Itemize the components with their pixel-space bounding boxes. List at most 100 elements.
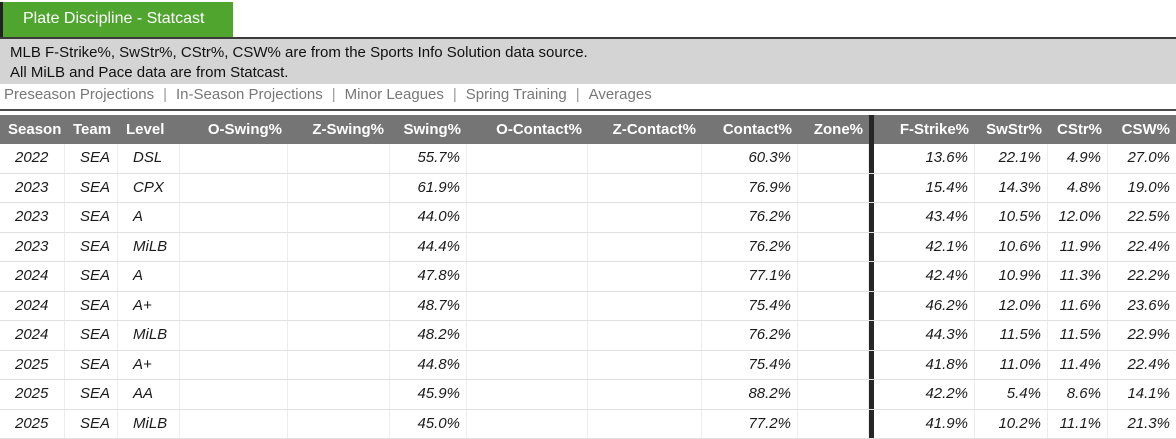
cell-contact: 76.2%: [702, 203, 798, 232]
cell-swstr: 14.3%: [975, 173, 1048, 202]
column-header-level[interactable]: Level: [126, 121, 165, 138]
column-header-o-swing[interactable]: O-Swing%: [207, 121, 282, 138]
cell-z-contact: [588, 232, 702, 261]
column-header-csw[interactable]: CSW%: [1121, 121, 1170, 138]
section-divider: [869, 115, 874, 144]
cell-season: 2023: [0, 203, 65, 232]
cell-swstr: 11.5%: [975, 321, 1048, 350]
cell-season: 2025: [0, 350, 65, 379]
section-nav: Preseason Projections | In-Season Projecti…: [0, 84, 1176, 111]
cell-season: 2024: [0, 262, 65, 291]
column-header-z-contact[interactable]: Z-Contact%: [612, 121, 696, 138]
column-header-contact[interactable]: Contact%: [722, 121, 792, 138]
cell-swstr: 22.1%: [975, 144, 1048, 173]
cell-swing: 55.7%: [390, 144, 467, 173]
cell-o-contact: [467, 173, 588, 202]
table-row: 2023 SEA MiLB 44.4% 76.2% 42.1% 10.6% 11.9% 22.4…: [0, 232, 1176, 262]
table-body: 2022 SEA DSL 55.7% 60.3% 13.6% 22.1% 4.9% 27.0% 2…: [0, 144, 1176, 439]
cell-level: AA: [118, 380, 180, 409]
section-divider: [869, 321, 874, 350]
cell-contact: 77.2%: [702, 409, 798, 438]
cell-cstr: 11.4%: [1048, 350, 1108, 379]
cell-contact: 76.2%: [702, 232, 798, 261]
cell-level: MiLB: [118, 409, 180, 438]
cell-o-swing: [180, 380, 288, 409]
cell-z-swing: [288, 173, 390, 202]
cell-swing: 47.8%: [390, 262, 467, 291]
cell-zone: [798, 409, 869, 438]
nav-item-in-season-projections[interactable]: In-Season Projections: [176, 86, 323, 103]
column-header-cstr[interactable]: CStr%: [1056, 121, 1102, 138]
cell-o-swing: [180, 291, 288, 320]
cell-level: A+: [118, 291, 180, 320]
cell-level: A+: [118, 350, 180, 379]
cell-csw: 21.3%: [1127, 414, 1170, 432]
cell-swstr: 11.0%: [975, 350, 1048, 379]
section-divider: [869, 409, 874, 438]
table-row: 2025 SEA A+ 44.8% 75.4% 41.8% 11.0% 11.4% 22.4%: [0, 350, 1176, 380]
cell-csw: 22.4%: [1127, 355, 1170, 373]
column-header-swing[interactable]: Swing%: [403, 121, 461, 138]
cell-season: 2025: [0, 409, 65, 438]
cell-zone: [798, 291, 869, 320]
cell-csw: 22.4%: [1127, 237, 1170, 255]
cell-swstr: 5.4%: [975, 380, 1048, 409]
cell-team: SEA: [65, 232, 118, 261]
cell-season: 2023: [0, 173, 65, 202]
section-divider: [869, 291, 874, 320]
section-divider: [869, 232, 874, 261]
nav-item-preseason-projections[interactable]: Preseason Projections: [4, 86, 155, 103]
cell-swstr: 10.9%: [975, 262, 1048, 291]
cell-z-contact: [588, 321, 702, 350]
cell-cstr: 4.9%: [1048, 144, 1108, 173]
column-header-z-swing[interactable]: Z-Swing%: [312, 121, 384, 138]
cell-cstr: 11.3%: [1048, 262, 1108, 291]
cell-swing: 48.2%: [390, 321, 467, 350]
nav-item-minor-leagues[interactable]: Minor Leagues: [344, 86, 444, 103]
cell-cstr: 11.6%: [1048, 291, 1108, 320]
nav-separator: |: [163, 86, 167, 103]
cell-zone: [798, 203, 869, 232]
notice-line-1: MLB F-Strike%, SwStr%, CStr%, CSW% are f…: [10, 44, 588, 61]
cell-f-strike: 15.4%: [874, 173, 975, 202]
cell-f-strike: 43.4%: [874, 203, 975, 232]
cell-team: SEA: [65, 173, 118, 202]
cell-o-contact: [467, 262, 588, 291]
tab-plate-discipline-statcast[interactable]: Plate Discipline - Statcast: [0, 2, 233, 37]
cell-contact: 60.3%: [702, 144, 798, 173]
column-header-season[interactable]: Season: [8, 121, 62, 138]
section-divider: [869, 144, 874, 173]
column-header-o-contact[interactable]: O-Contact%: [496, 121, 582, 138]
cell-z-swing: [288, 321, 390, 350]
cell-swing: 44.8%: [390, 350, 467, 379]
cell-o-contact: [467, 380, 588, 409]
cell-zone: [798, 380, 869, 409]
cell-f-strike: 44.3%: [874, 321, 975, 350]
section-divider: [869, 203, 874, 232]
cell-z-swing: [288, 380, 390, 409]
cell-f-strike: 41.8%: [874, 350, 975, 379]
cell-cstr: 4.8%: [1048, 173, 1108, 202]
cell-z-swing: [288, 291, 390, 320]
column-header-team[interactable]: Team: [73, 121, 112, 138]
cell-season: 2025: [0, 380, 65, 409]
cell-swstr: 12.0%: [975, 291, 1048, 320]
column-header-zone[interactable]: Zone%: [813, 121, 863, 138]
nav-item-spring-training[interactable]: Spring Training: [465, 86, 567, 103]
section-divider: [869, 262, 874, 291]
nav-item-averages[interactable]: Averages: [588, 86, 652, 103]
cell-o-contact: [467, 409, 588, 438]
column-header-swstr[interactable]: SwStr%: [986, 121, 1042, 138]
cell-level: A: [118, 262, 180, 291]
cell-csw: 22.5%: [1127, 208, 1170, 225]
column-header-f-strike[interactable]: F-Strike%: [899, 121, 969, 138]
cell-cstr: 12.0%: [1048, 203, 1108, 232]
table-row: 2024 SEA A+ 48.7% 75.4% 46.2% 12.0% 11.6% 23.6%: [0, 291, 1176, 321]
cell-o-swing: [180, 409, 288, 438]
cell-f-strike: 46.2%: [874, 291, 975, 320]
table-row: 2023 SEA CPX 61.9% 76.9% 15.4% 14.3% 4.8% 19.0%: [0, 173, 1176, 203]
cell-level: MiLB: [118, 321, 180, 350]
cell-swing: 44.4%: [390, 232, 467, 261]
cell-o-swing: [180, 262, 288, 291]
cell-z-swing: [288, 409, 390, 438]
